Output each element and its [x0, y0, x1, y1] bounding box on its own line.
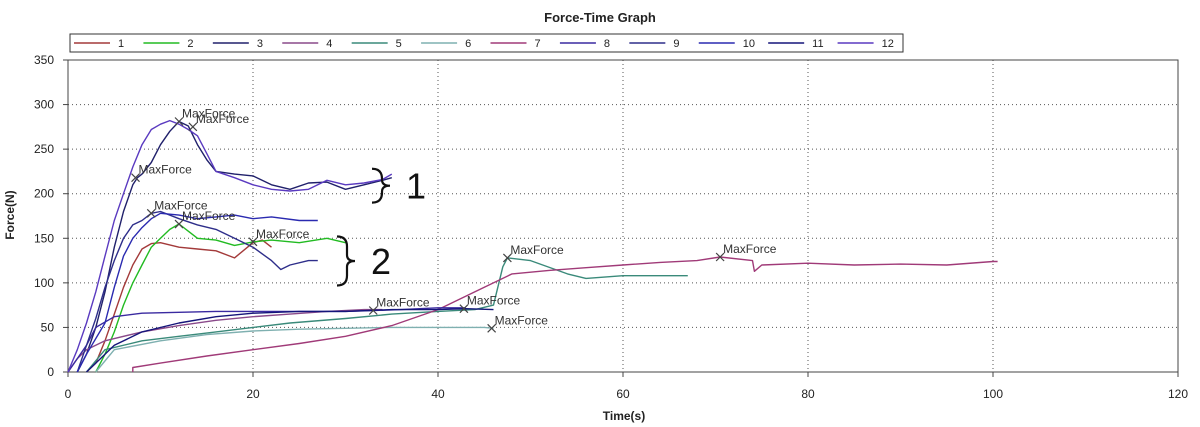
y-tick-label: 350 — [34, 53, 54, 67]
group-bracket — [336, 235, 356, 287]
y-tick-label: 150 — [34, 231, 54, 245]
series-line-12 — [67, 119, 393, 373]
series-line-7 — [132, 256, 998, 372]
max-force-marker — [174, 219, 184, 229]
max-force-marker — [131, 173, 140, 183]
max-force-marker — [459, 304, 469, 314]
x-tick-label: 120 — [1168, 387, 1188, 401]
max-force-marker — [487, 323, 497, 333]
series-line-6 — [95, 326, 494, 373]
max-force-label: MaxForce — [495, 313, 549, 327]
max-force-label: MaxForce — [510, 243, 564, 257]
group-annotations: 12 — [336, 166, 426, 287]
y-axis-label: Force(N) — [3, 190, 17, 239]
max-force-label: MaxForce — [467, 294, 521, 308]
group-label: 1 — [406, 166, 426, 207]
y-tick-label: 50 — [41, 320, 55, 334]
max-force-label: MaxForce — [182, 107, 236, 121]
y-tick-label: 100 — [34, 276, 54, 290]
max-force-marker — [188, 122, 198, 132]
series-lines — [67, 119, 998, 373]
legend-label: 6 — [465, 38, 471, 50]
max-force-label: MaxForce — [182, 209, 236, 223]
max-force-label: MaxForce — [139, 163, 193, 177]
max-force-label: MaxForce — [196, 112, 250, 126]
y-tick-label: 250 — [34, 142, 54, 156]
legend-label: 4 — [326, 38, 332, 50]
max-force-label: MaxForce — [154, 198, 208, 212]
legend-label: 12 — [882, 38, 894, 50]
legend-label: 9 — [673, 38, 679, 50]
series-line-2 — [95, 223, 346, 373]
chart-title: Force-Time Graph — [544, 10, 656, 25]
y-tick-label: 300 — [34, 98, 54, 112]
y-axis: 0 50 100 150 200 250 300 350 — [34, 53, 68, 379]
group-bracket — [371, 167, 391, 204]
max-force-marker — [146, 208, 156, 218]
legend-label: 10 — [743, 38, 755, 50]
max-force-label: MaxForce — [723, 242, 777, 256]
legend-label: 8 — [604, 38, 610, 50]
y-tick-label: 0 — [47, 365, 54, 379]
max-force-label: MaxForce — [376, 295, 430, 309]
legend-label: 7 — [535, 38, 541, 50]
legend-label: 1 — [118, 38, 124, 50]
legend-label: 3 — [257, 38, 263, 50]
legend: 1 2 3 4 5 6 7 8 9 10 11 12 — [69, 33, 904, 53]
series-line-5 — [85, 257, 688, 373]
y-tick-label: 200 — [34, 187, 54, 201]
x-tick-label: 60 — [616, 387, 630, 401]
max-force-marker — [368, 306, 378, 315]
x-tick-label: 40 — [431, 387, 445, 401]
legend-label: 5 — [396, 38, 402, 50]
max-force-marker — [502, 253, 512, 263]
x-tick-label: 100 — [983, 387, 1003, 401]
series-line-3 — [76, 120, 392, 373]
max-force-marker — [715, 252, 725, 262]
max-force-marker — [174, 117, 184, 126]
max-force-label: MaxForce — [256, 227, 310, 241]
series-line-11 — [86, 308, 494, 373]
legend-label: 2 — [187, 38, 193, 50]
legend-box — [69, 33, 904, 53]
legend-label: 11 — [812, 38, 823, 50]
series-line-10 — [76, 212, 318, 373]
max-force-marker — [248, 237, 258, 247]
x-tick-label: 80 — [801, 387, 815, 401]
group-label: 2 — [371, 241, 391, 282]
x-tick-label: 0 — [65, 387, 72, 401]
x-tick-label: 20 — [246, 387, 260, 401]
max-force-markers: MaxForceMaxForceMaxForceMaxForceMaxForce… — [131, 107, 777, 333]
x-axis-label: Time(s) — [603, 409, 645, 423]
series-line-8 — [67, 307, 466, 373]
series-line-9 — [76, 210, 318, 373]
x-axis: 0 20 40 60 80 100 120 — [65, 372, 1188, 401]
